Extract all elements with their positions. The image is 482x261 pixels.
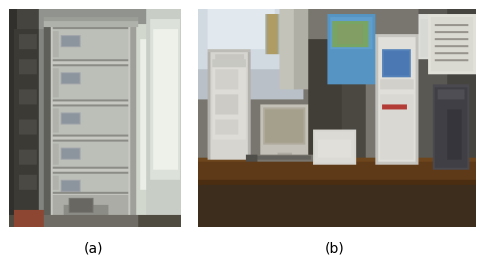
Text: (a): (a) — [84, 242, 104, 256]
Text: (b): (b) — [325, 242, 345, 256]
